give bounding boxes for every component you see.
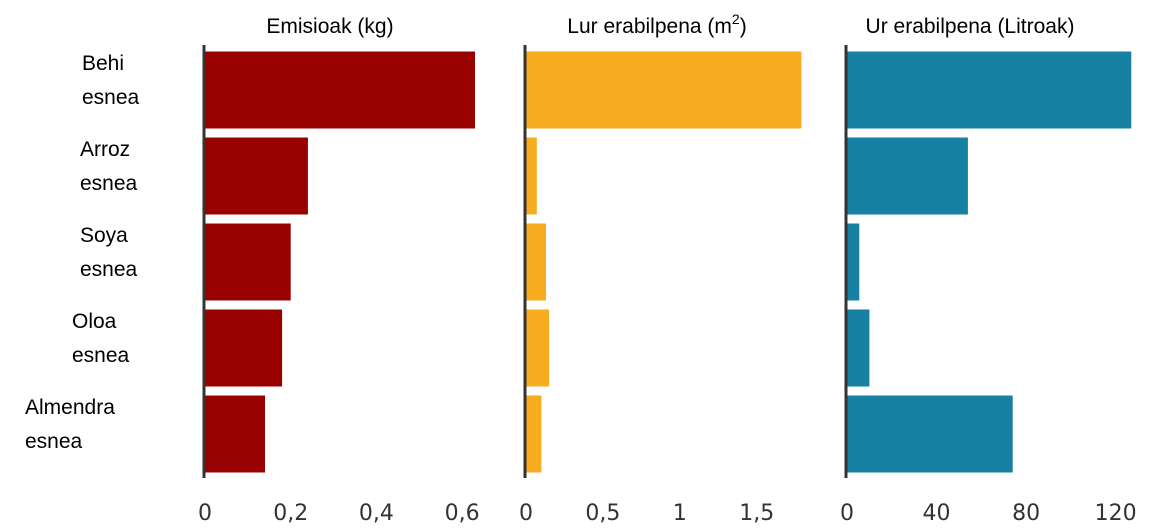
category-label-line: esnea bbox=[80, 172, 138, 195]
tick-label: 0,6 bbox=[445, 501, 480, 526]
bar bbox=[205, 395, 265, 473]
panel: Emisioak (kg) 0 0,2 0,4 0,6 bbox=[198, 15, 480, 526]
tick-label: 0,2 bbox=[273, 501, 308, 526]
panel-title: Ur erabilpena (Litroak) bbox=[866, 15, 1075, 38]
panel-title: Emisioak (kg) bbox=[266, 15, 393, 38]
tick-label: 80 bbox=[1012, 501, 1040, 526]
bar bbox=[847, 51, 1132, 129]
panel-title-suffix: ) bbox=[740, 15, 747, 38]
tick-label: 0,5 bbox=[585, 501, 620, 526]
tick-label: 120 bbox=[1095, 501, 1137, 526]
tick-label: 0,4 bbox=[359, 501, 394, 526]
panel: Ur erabilpena (Litroak) 0 40 80 120 bbox=[840, 15, 1137, 526]
category-label: Arroz esnea bbox=[80, 138, 138, 195]
bar bbox=[847, 137, 968, 215]
panel-title: Lur erabilpena (m2) bbox=[567, 11, 746, 38]
panel-title-superscript: 2 bbox=[732, 11, 740, 27]
panel: Lur erabilpena (m2) 0 0,5 1 1,5 bbox=[519, 11, 802, 526]
tick-label: 0 bbox=[519, 501, 533, 526]
category-label-line: esnea bbox=[82, 86, 140, 109]
chart-panels: Emisioak (kg) 0 0,2 0,4 0,6 Lur erabilpena (m… bbox=[198, 11, 1137, 526]
tick-label: 1 bbox=[673, 501, 687, 526]
bar bbox=[526, 309, 550, 387]
bar bbox=[847, 395, 1013, 473]
category-label-line: Almendra bbox=[25, 396, 115, 419]
category-label-line: Oloa bbox=[72, 310, 117, 333]
tick-label: 0 bbox=[840, 501, 854, 526]
bar bbox=[526, 51, 802, 129]
bar bbox=[847, 309, 870, 387]
category-label-line: Soya bbox=[80, 224, 128, 247]
bar bbox=[526, 137, 537, 215]
category-label: Soya esnea bbox=[80, 224, 138, 281]
category-label-line: esnea bbox=[72, 344, 130, 367]
tick-label: 1,5 bbox=[739, 501, 774, 526]
bar bbox=[526, 395, 542, 473]
panel-title-text: Lur erabilpena (m bbox=[567, 15, 732, 38]
bar bbox=[205, 309, 283, 387]
panel-title-text: Emisioak (kg) bbox=[266, 15, 393, 38]
category-label-line: esnea bbox=[80, 258, 138, 281]
bar bbox=[847, 223, 860, 301]
category-label: Almendra esnea bbox=[25, 396, 115, 453]
category-label-line: Arroz bbox=[80, 138, 130, 161]
tick-label: 40 bbox=[923, 501, 951, 526]
category-label: Oloa esnea bbox=[72, 310, 130, 367]
tick-label: 0 bbox=[198, 501, 212, 526]
bar bbox=[205, 223, 291, 301]
category-label: Behi esnea bbox=[82, 52, 140, 109]
category-label-line: Behi bbox=[82, 52, 124, 75]
bar bbox=[205, 51, 475, 129]
bar bbox=[205, 137, 308, 215]
category-label-line: esnea bbox=[25, 430, 83, 453]
panel-title-text: Ur erabilpena (Litroak) bbox=[866, 15, 1075, 38]
bar bbox=[526, 223, 546, 301]
